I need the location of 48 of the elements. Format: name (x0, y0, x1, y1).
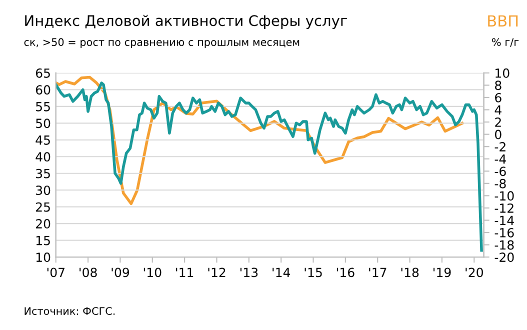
y-tick-label: 20 (36, 219, 50, 229)
y-tick-label: 10 (36, 252, 50, 262)
y-tick-label: 25 (36, 202, 50, 212)
x-tick-label: '18 (401, 268, 419, 278)
y-tick-label: 15 (36, 236, 50, 246)
x-tick-label: '08 (80, 268, 97, 278)
chart-title: Индекс Деловой активности Сферы услуг (25, 14, 347, 29)
y2-tick-label: 4 (494, 105, 502, 115)
y-tick-label: 60 (36, 85, 50, 95)
y-tick-label: 65 (36, 68, 50, 78)
y2-tick-label: -20 (494, 252, 514, 262)
y2-tick-label: 2 (495, 118, 501, 127)
x-tick-label: '12 (208, 268, 226, 277)
y2-tick-label: -4 (494, 154, 506, 164)
x-tick-label: '17 (369, 268, 386, 277)
chart-subtitle: ск, >50 = рост по сравнению с прошлым месяцем (24, 38, 300, 48)
y2-axis-title: % г/г (492, 38, 519, 47)
y2-tick-label: -10 (494, 191, 514, 201)
y-tick-label: 55 (36, 102, 50, 112)
y2-tick-label: 8 (495, 80, 502, 90)
x-tick-label: '20 (466, 268, 483, 278)
x-tick-label: '11 (176, 268, 194, 277)
y2-tick-label: -16 (494, 228, 514, 238)
line-series (56, 82, 483, 252)
x-tick-label: '07 (47, 268, 64, 278)
y-tick-label: 40 (36, 152, 50, 162)
x-tick-label: '13 (240, 268, 258, 278)
x-tick-label: '09 (112, 268, 130, 278)
x-tick-label: '16 (336, 268, 354, 278)
text: Источник: ФСГС. (24, 307, 115, 315)
x-tick-label: '14 (272, 268, 290, 277)
y2-tick-label: -14 (494, 216, 514, 225)
y2-tick-label: 0 (495, 130, 502, 140)
y2-tick-label: -12 (494, 203, 514, 213)
y2-tick-label: 6 (495, 92, 502, 102)
y2-tick-label: 10 (496, 68, 510, 78)
y2-tick-label: -2 (494, 142, 506, 152)
x-tick-label: '19 (433, 268, 451, 278)
y2-tick-label: -18 (494, 240, 514, 250)
x-tick-label: '10 (144, 268, 162, 278)
y-tick-label: 50 (36, 118, 50, 128)
y2-tick-label: -8 (494, 178, 506, 188)
y-tick-label: 45 (36, 136, 50, 145)
y-tick-label: 35 (36, 168, 50, 178)
y2-tick-label: -6 (494, 166, 506, 176)
text: ВВП (488, 15, 518, 26)
y-tick-label: 30 (36, 186, 50, 196)
x-tick-label: '15 (304, 268, 322, 278)
